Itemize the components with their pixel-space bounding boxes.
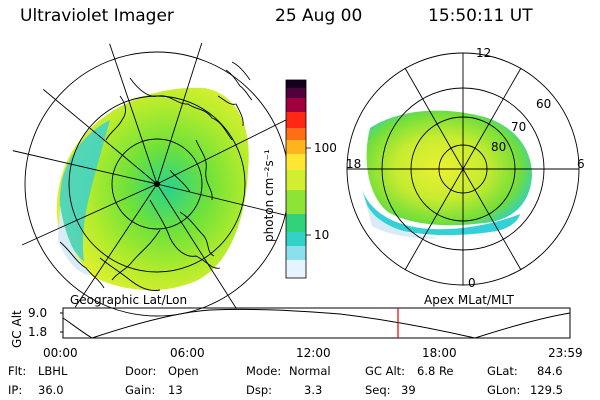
pole-marker <box>154 181 160 187</box>
geographic-map <box>9 36 305 331</box>
gain-label: Gain: <box>125 383 156 397</box>
seq-label: Seq: <box>365 383 391 397</box>
gcalt-value: 6.8 Re <box>417 364 454 378</box>
gcalt-label: GC Alt: <box>365 364 406 378</box>
flt-label: Flt: <box>8 364 27 378</box>
glon-value: 129.5 <box>530 383 563 397</box>
door-value: Open <box>168 364 199 378</box>
lat-label-60: 60 <box>536 97 552 111</box>
glat-label: GLat: <box>487 364 518 378</box>
lat-label-80: 80 <box>491 140 507 154</box>
ip-label: IP: <box>8 383 23 397</box>
mlt-label-6: 6 <box>577 157 585 171</box>
coastlines <box>59 61 253 291</box>
image-date: 25 Aug 00 <box>275 6 363 26</box>
glon-label: GLon: <box>487 383 521 397</box>
altitude-tick-high: 9.0 <box>28 306 48 320</box>
dsp-value: 3.3 <box>304 383 323 397</box>
mlt-label-0: 0 <box>468 276 476 290</box>
flt-value: LBHL <box>38 364 68 378</box>
colorbar-tick-10: 10 <box>314 228 330 242</box>
right-panel-caption: Apex MLat/MLT <box>424 293 514 307</box>
image-time: 15:50:11 UT <box>428 6 533 26</box>
altitude-tick-low: 1.8 <box>28 325 48 339</box>
seq-value: 39 <box>401 383 416 397</box>
magnetic-map <box>346 52 580 286</box>
dsp-label: Dsp: <box>246 383 273 397</box>
mode-label: Mode: <box>246 364 282 378</box>
instrument-title: Ultraviolet Imager <box>20 6 174 26</box>
mlt-label-12: 12 <box>476 46 492 60</box>
left-panel-caption: Geographic Lat/Lon <box>70 293 188 307</box>
altitude-curve <box>62 308 571 339</box>
colorbar-tick-100: 100 <box>314 141 337 155</box>
lat-label-70: 70 <box>511 120 527 134</box>
time-tick-1800: 18:00 <box>422 346 457 360</box>
glat-value: 84.6 <box>537 364 563 378</box>
gain-value: 13 <box>168 383 183 397</box>
ip-value: 36.0 <box>38 383 64 397</box>
time-tick-0000: 00:00 <box>43 346 78 360</box>
colorbar <box>285 79 311 279</box>
time-tick-0600: 06:00 <box>170 346 205 360</box>
aurora-emission-right <box>366 110 532 226</box>
altitude-y-label: GC Alt <box>10 310 24 348</box>
mag-grid <box>346 52 580 286</box>
time-tick-1200: 12:00 <box>296 346 331 360</box>
door-label: Door: <box>125 364 157 378</box>
time-tick-2359: 23:59 <box>548 346 583 360</box>
colorbar-unit-label: photon cm⁻²s⁻¹ <box>262 149 276 242</box>
mlt-label-18: 18 <box>346 157 362 171</box>
mode-value: Normal <box>289 364 331 378</box>
altitude-plot <box>60 307 571 339</box>
